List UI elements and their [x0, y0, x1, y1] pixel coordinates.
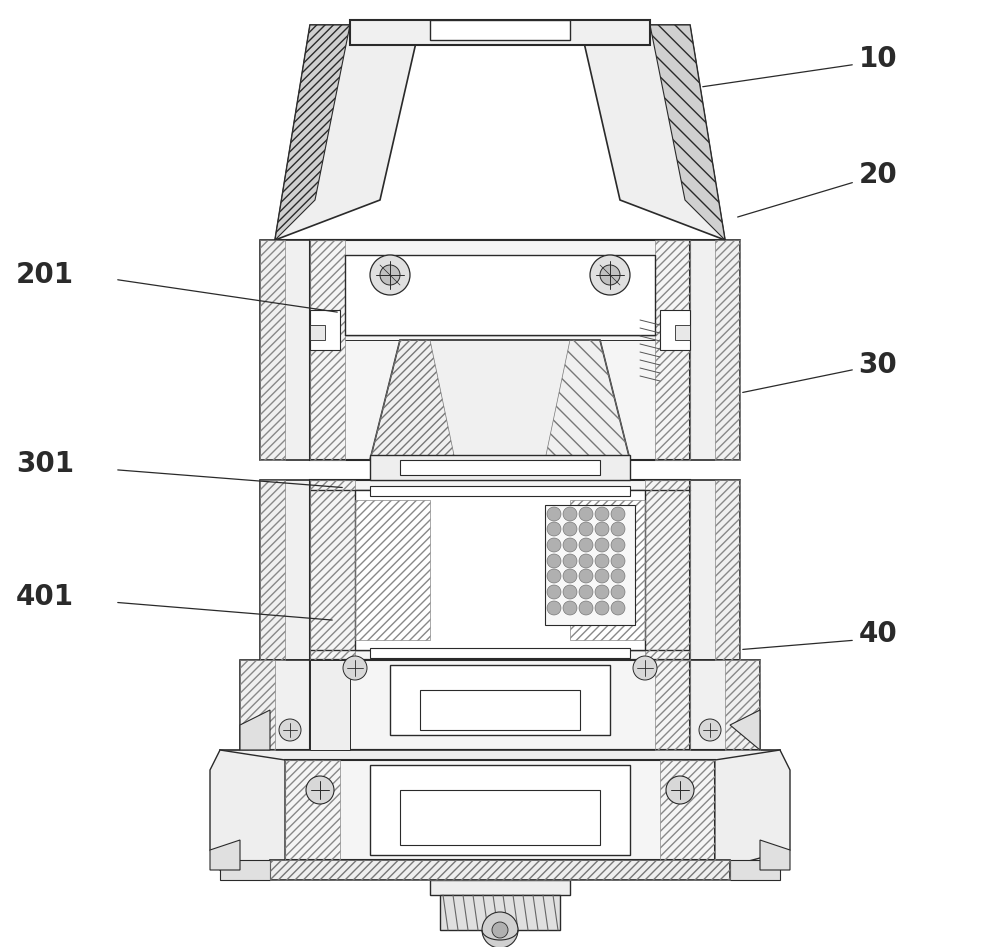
Circle shape — [563, 538, 577, 552]
Circle shape — [579, 601, 593, 615]
Circle shape — [579, 569, 593, 583]
Text: 201: 201 — [16, 260, 74, 289]
Polygon shape — [730, 860, 780, 880]
Circle shape — [563, 554, 577, 568]
Bar — [370, 486, 630, 496]
Polygon shape — [210, 750, 285, 870]
Circle shape — [563, 569, 577, 583]
Bar — [420, 690, 580, 730]
Circle shape — [595, 601, 609, 615]
Text: 20: 20 — [859, 161, 897, 189]
Bar — [310, 310, 340, 350]
Text: 301: 301 — [16, 450, 74, 478]
Circle shape — [547, 585, 561, 599]
Text: 401: 401 — [16, 582, 74, 611]
Circle shape — [611, 554, 625, 568]
Polygon shape — [210, 840, 240, 870]
Polygon shape — [715, 750, 790, 870]
Text: 30: 30 — [859, 350, 897, 379]
Polygon shape — [220, 750, 780, 770]
Polygon shape — [440, 895, 560, 930]
Circle shape — [547, 507, 561, 521]
Bar — [390, 665, 610, 735]
Circle shape — [492, 922, 508, 938]
Bar — [285, 760, 715, 860]
Bar — [675, 325, 690, 340]
Circle shape — [343, 656, 367, 680]
Bar — [355, 490, 645, 650]
Polygon shape — [690, 240, 740, 460]
Polygon shape — [690, 480, 740, 660]
Circle shape — [563, 522, 577, 536]
Circle shape — [279, 719, 301, 741]
Circle shape — [595, 569, 609, 583]
Polygon shape — [370, 340, 630, 460]
Bar — [370, 648, 630, 658]
Polygon shape — [760, 840, 790, 870]
Circle shape — [579, 554, 593, 568]
Bar — [370, 455, 630, 480]
Circle shape — [563, 507, 577, 521]
Polygon shape — [690, 660, 760, 750]
Circle shape — [306, 776, 334, 804]
Bar — [400, 790, 600, 845]
Bar — [400, 460, 600, 475]
Polygon shape — [580, 25, 725, 240]
Polygon shape — [275, 25, 350, 240]
Bar — [345, 255, 655, 335]
Circle shape — [547, 601, 561, 615]
Circle shape — [611, 522, 625, 536]
Circle shape — [482, 912, 518, 947]
Bar — [310, 660, 690, 750]
Bar — [370, 765, 630, 855]
Circle shape — [563, 601, 577, 615]
Polygon shape — [240, 660, 310, 750]
Polygon shape — [260, 240, 310, 460]
Circle shape — [699, 719, 721, 741]
Circle shape — [595, 585, 609, 599]
Circle shape — [611, 507, 625, 521]
Circle shape — [600, 265, 620, 285]
Circle shape — [595, 507, 609, 521]
Bar — [310, 480, 690, 660]
Circle shape — [370, 255, 410, 295]
Circle shape — [633, 656, 657, 680]
Circle shape — [547, 554, 561, 568]
Polygon shape — [220, 860, 270, 880]
Circle shape — [579, 538, 593, 552]
Bar — [430, 880, 570, 895]
Circle shape — [595, 538, 609, 552]
Bar — [545, 505, 635, 625]
Circle shape — [611, 569, 625, 583]
Text: 40: 40 — [859, 620, 897, 649]
Bar — [660, 310, 690, 350]
Circle shape — [579, 585, 593, 599]
Polygon shape — [730, 710, 760, 750]
Circle shape — [547, 522, 561, 536]
Polygon shape — [310, 660, 350, 750]
Polygon shape — [240, 710, 270, 750]
Circle shape — [666, 776, 694, 804]
Bar — [350, 20, 650, 45]
Circle shape — [579, 522, 593, 536]
Circle shape — [563, 585, 577, 599]
Circle shape — [380, 265, 400, 285]
Circle shape — [611, 601, 625, 615]
Circle shape — [595, 522, 609, 536]
Text: 10: 10 — [859, 45, 897, 73]
Circle shape — [611, 538, 625, 552]
Circle shape — [611, 585, 625, 599]
Circle shape — [590, 255, 630, 295]
Polygon shape — [260, 480, 310, 660]
Circle shape — [547, 538, 561, 552]
Circle shape — [579, 507, 593, 521]
Polygon shape — [275, 25, 420, 240]
Polygon shape — [650, 25, 725, 240]
Bar — [430, 20, 570, 40]
Bar — [310, 240, 690, 460]
Circle shape — [547, 569, 561, 583]
Circle shape — [595, 554, 609, 568]
Bar — [270, 860, 730, 880]
Bar — [310, 325, 325, 340]
